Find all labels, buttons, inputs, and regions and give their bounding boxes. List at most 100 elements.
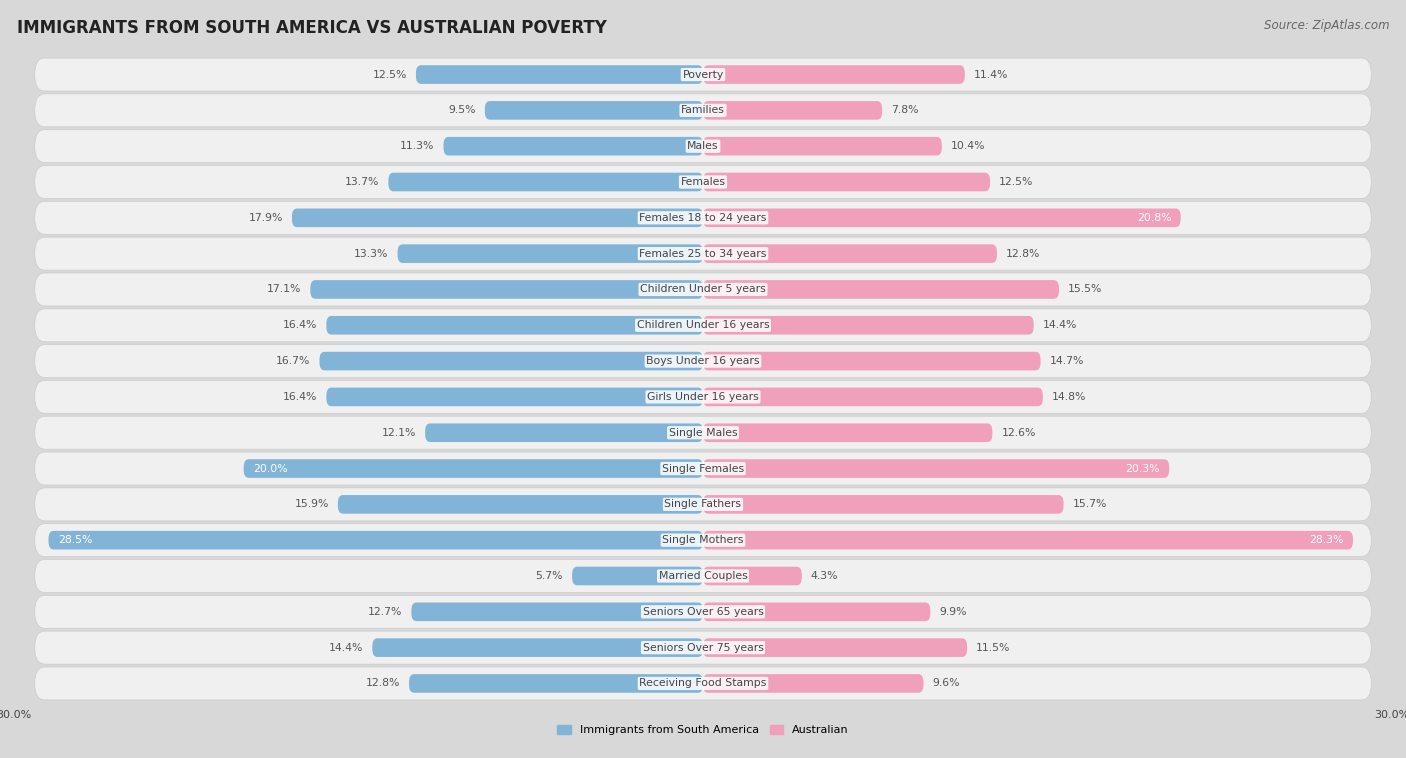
FancyBboxPatch shape	[703, 603, 931, 621]
FancyBboxPatch shape	[703, 387, 1043, 406]
Text: 12.1%: 12.1%	[381, 428, 416, 437]
Text: 12.7%: 12.7%	[368, 607, 402, 617]
Text: 11.5%: 11.5%	[976, 643, 1011, 653]
Text: 9.5%: 9.5%	[449, 105, 475, 115]
Text: 12.8%: 12.8%	[1007, 249, 1040, 258]
FancyBboxPatch shape	[35, 94, 1371, 127]
Text: Children Under 16 years: Children Under 16 years	[637, 321, 769, 330]
FancyBboxPatch shape	[35, 416, 1371, 449]
Text: 15.7%: 15.7%	[1073, 500, 1107, 509]
FancyBboxPatch shape	[703, 316, 1033, 334]
Text: Source: ZipAtlas.com: Source: ZipAtlas.com	[1264, 19, 1389, 32]
Text: Poverty: Poverty	[682, 70, 724, 80]
FancyBboxPatch shape	[703, 173, 990, 191]
FancyBboxPatch shape	[35, 631, 1371, 664]
FancyBboxPatch shape	[703, 567, 801, 585]
Text: 14.4%: 14.4%	[329, 643, 363, 653]
FancyBboxPatch shape	[35, 165, 1371, 199]
Text: 13.7%: 13.7%	[344, 177, 380, 187]
FancyBboxPatch shape	[35, 237, 1371, 270]
FancyBboxPatch shape	[292, 208, 703, 227]
Text: 11.3%: 11.3%	[399, 141, 434, 151]
FancyBboxPatch shape	[35, 309, 1371, 342]
Text: 13.3%: 13.3%	[354, 249, 388, 258]
FancyBboxPatch shape	[35, 130, 1371, 163]
FancyBboxPatch shape	[703, 280, 1059, 299]
Text: Males: Males	[688, 141, 718, 151]
Text: 14.8%: 14.8%	[1052, 392, 1087, 402]
FancyBboxPatch shape	[35, 202, 1371, 234]
FancyBboxPatch shape	[326, 316, 703, 334]
FancyBboxPatch shape	[409, 674, 703, 693]
Legend: Immigrants from South America, Australian: Immigrants from South America, Australia…	[557, 725, 849, 735]
FancyBboxPatch shape	[412, 603, 703, 621]
FancyBboxPatch shape	[326, 387, 703, 406]
Text: 20.8%: 20.8%	[1137, 213, 1171, 223]
Text: 4.3%: 4.3%	[811, 571, 838, 581]
Text: 12.5%: 12.5%	[373, 70, 406, 80]
Text: 12.6%: 12.6%	[1001, 428, 1036, 437]
FancyBboxPatch shape	[243, 459, 703, 478]
Text: 15.5%: 15.5%	[1069, 284, 1102, 294]
Text: 28.3%: 28.3%	[1309, 535, 1344, 545]
Text: 15.9%: 15.9%	[294, 500, 329, 509]
Text: Married Couples: Married Couples	[658, 571, 748, 581]
Text: Single Males: Single Males	[669, 428, 737, 437]
FancyBboxPatch shape	[319, 352, 703, 371]
FancyBboxPatch shape	[703, 638, 967, 657]
Text: Single Fathers: Single Fathers	[665, 500, 741, 509]
Text: 20.3%: 20.3%	[1125, 464, 1160, 474]
FancyBboxPatch shape	[425, 424, 703, 442]
Text: 14.4%: 14.4%	[1043, 321, 1077, 330]
Text: Single Females: Single Females	[662, 464, 744, 474]
FancyBboxPatch shape	[35, 488, 1371, 521]
Text: Children Under 5 years: Children Under 5 years	[640, 284, 766, 294]
FancyBboxPatch shape	[35, 524, 1371, 556]
FancyBboxPatch shape	[398, 244, 703, 263]
Text: 14.7%: 14.7%	[1050, 356, 1084, 366]
Text: 16.4%: 16.4%	[283, 321, 318, 330]
FancyBboxPatch shape	[337, 495, 703, 514]
Text: Girls Under 16 years: Girls Under 16 years	[647, 392, 759, 402]
FancyBboxPatch shape	[35, 58, 1371, 91]
FancyBboxPatch shape	[703, 424, 993, 442]
FancyBboxPatch shape	[703, 137, 942, 155]
Text: Females 25 to 34 years: Females 25 to 34 years	[640, 249, 766, 258]
FancyBboxPatch shape	[35, 559, 1371, 593]
Text: 16.7%: 16.7%	[276, 356, 311, 366]
FancyBboxPatch shape	[443, 137, 703, 155]
Text: Seniors Over 75 years: Seniors Over 75 years	[643, 643, 763, 653]
Text: 17.1%: 17.1%	[267, 284, 301, 294]
FancyBboxPatch shape	[485, 101, 703, 120]
Text: Females: Females	[681, 177, 725, 187]
FancyBboxPatch shape	[572, 567, 703, 585]
FancyBboxPatch shape	[703, 244, 997, 263]
Text: 5.7%: 5.7%	[536, 571, 562, 581]
Text: 17.9%: 17.9%	[249, 213, 283, 223]
FancyBboxPatch shape	[35, 595, 1371, 628]
Text: 16.4%: 16.4%	[283, 392, 318, 402]
Text: 9.6%: 9.6%	[932, 678, 960, 688]
FancyBboxPatch shape	[703, 65, 965, 84]
Text: 28.5%: 28.5%	[58, 535, 91, 545]
FancyBboxPatch shape	[416, 65, 703, 84]
Text: 11.4%: 11.4%	[974, 70, 1008, 80]
FancyBboxPatch shape	[35, 345, 1371, 377]
FancyBboxPatch shape	[35, 452, 1371, 485]
Text: 9.9%: 9.9%	[939, 607, 967, 617]
Text: 7.8%: 7.8%	[891, 105, 918, 115]
Text: Boys Under 16 years: Boys Under 16 years	[647, 356, 759, 366]
FancyBboxPatch shape	[703, 674, 924, 693]
FancyBboxPatch shape	[703, 459, 1170, 478]
FancyBboxPatch shape	[35, 273, 1371, 306]
Text: 20.0%: 20.0%	[253, 464, 287, 474]
FancyBboxPatch shape	[48, 531, 703, 550]
Text: Seniors Over 65 years: Seniors Over 65 years	[643, 607, 763, 617]
FancyBboxPatch shape	[703, 531, 1353, 550]
FancyBboxPatch shape	[703, 352, 1040, 371]
Text: Single Mothers: Single Mothers	[662, 535, 744, 545]
FancyBboxPatch shape	[35, 667, 1371, 700]
FancyBboxPatch shape	[388, 173, 703, 191]
FancyBboxPatch shape	[311, 280, 703, 299]
FancyBboxPatch shape	[373, 638, 703, 657]
